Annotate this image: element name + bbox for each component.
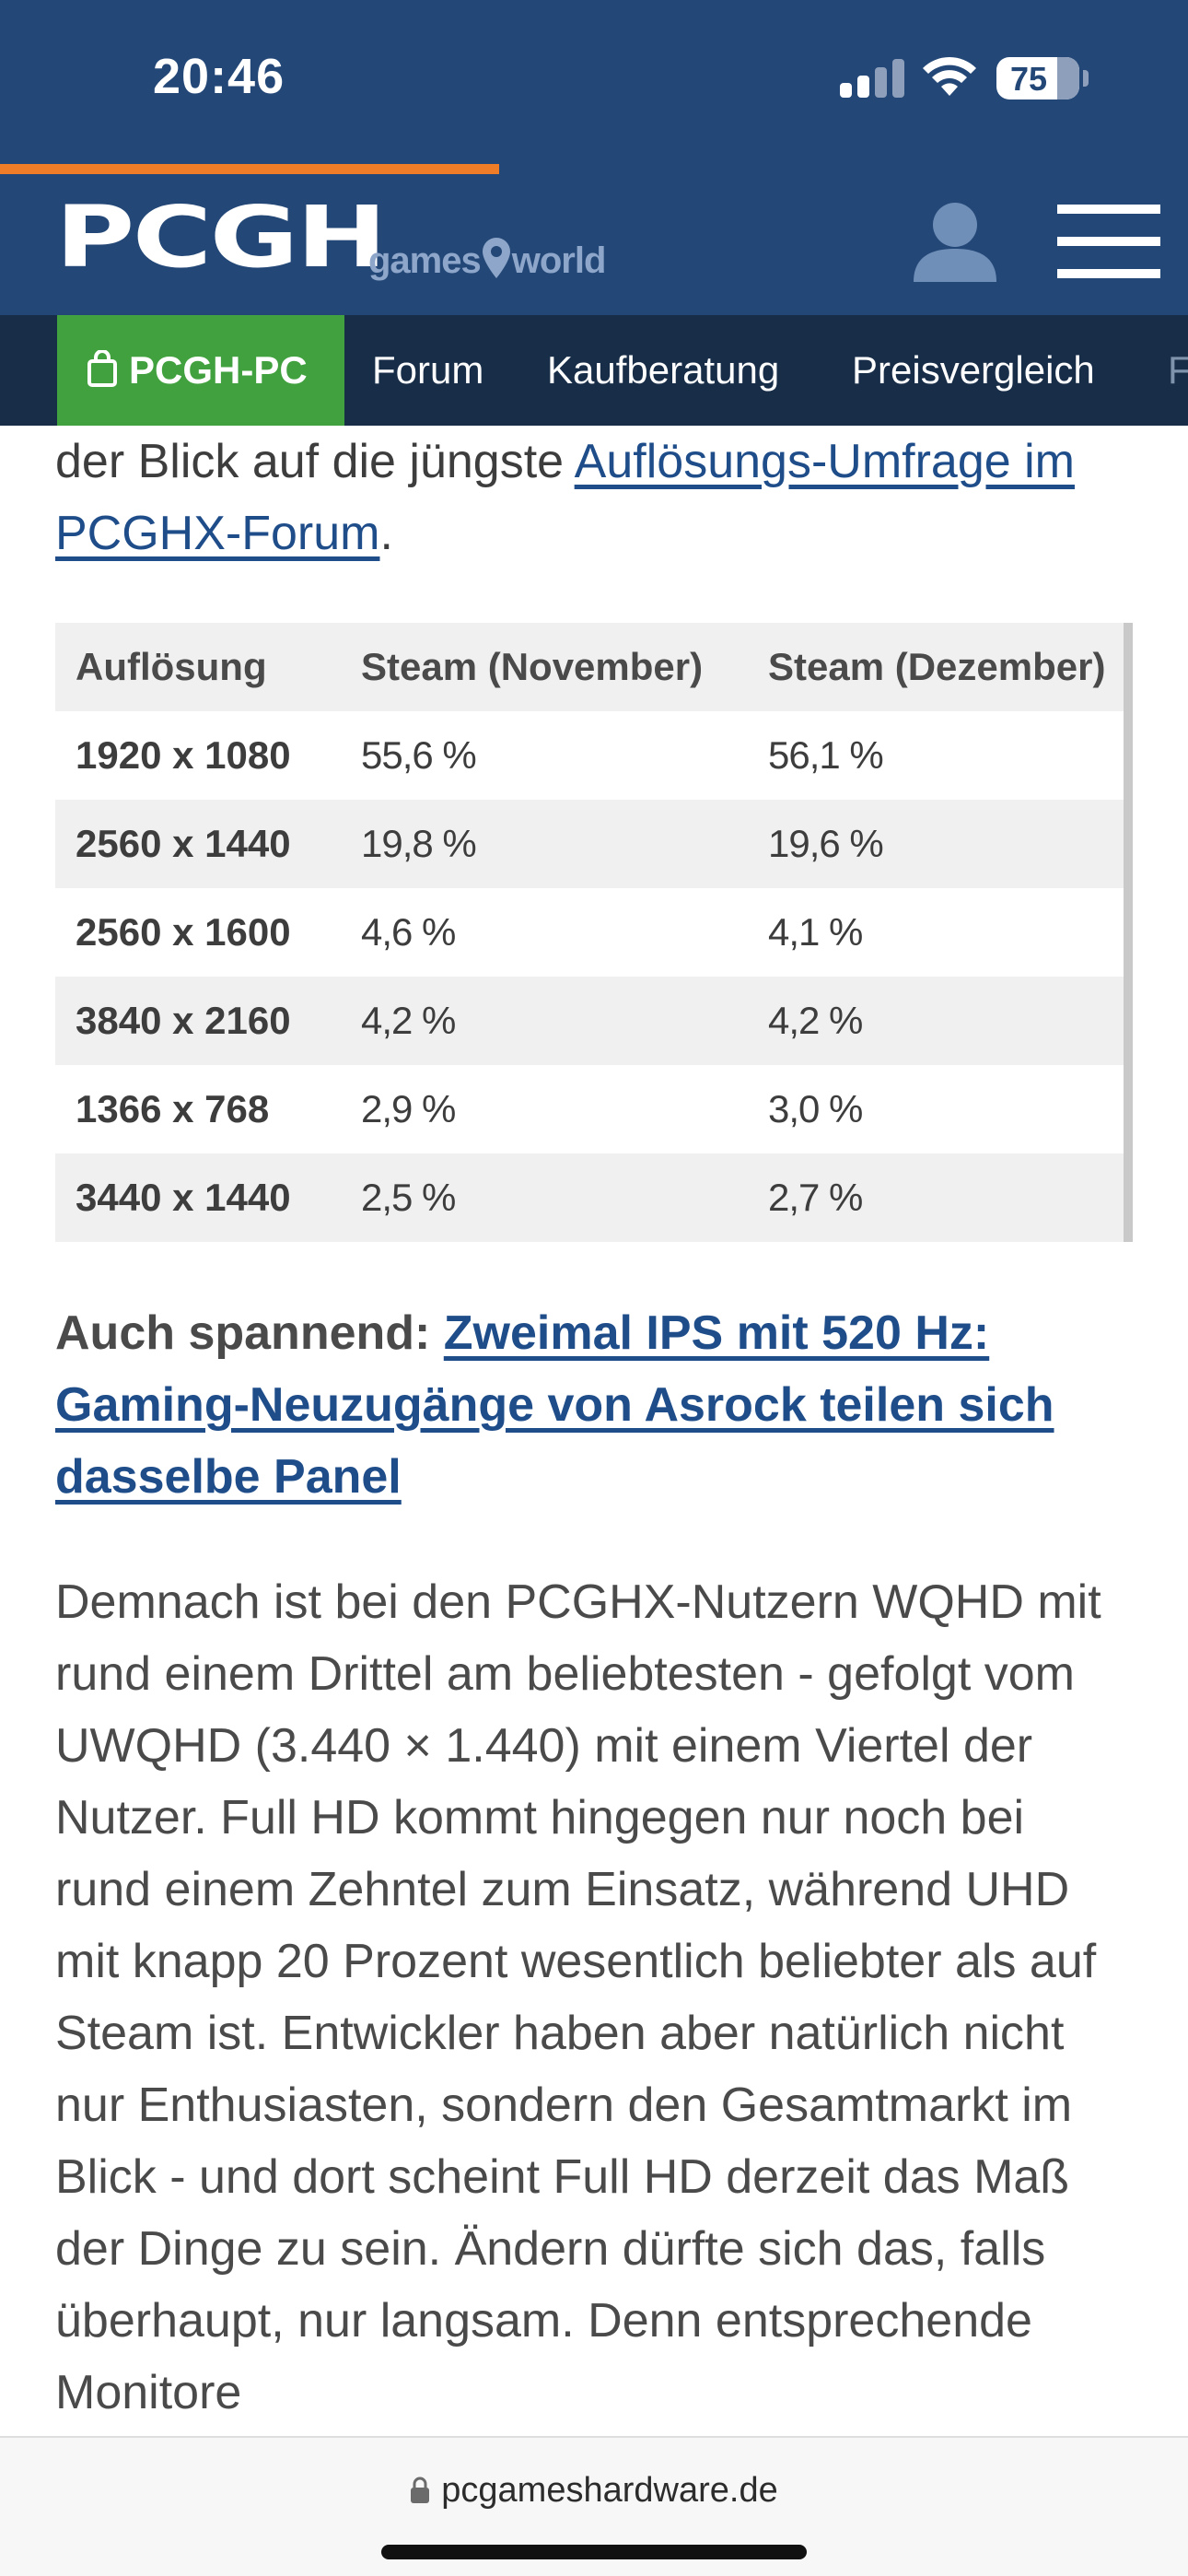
- table-cell: 56,1 %: [748, 711, 1124, 800]
- table-cell: 19,8 %: [341, 800, 748, 888]
- table-cell: 2,9 %: [341, 1065, 748, 1153]
- battery-icon: 75: [996, 57, 1079, 100]
- table-row: 3840 x 2160 4,2 % 4,2 %: [55, 977, 1124, 1065]
- table-row: 3440 x 1440 2,5 % 2,7 %: [55, 1153, 1124, 1242]
- nav-item-label: PCGH-PC: [129, 348, 308, 392]
- survey-link[interactable]: Auflösungs-Umfrage im PCGHX-Forum: [55, 435, 1075, 560]
- table-row: 2560 x 1600 4,6 % 4,1 %: [55, 888, 1124, 977]
- table-cell: 55,6 %: [341, 711, 748, 800]
- table-row: 1366 x 768 2,9 % 3,0 %: [55, 1065, 1124, 1153]
- intro-paragraph: der Blick auf die jüngste Auflösungs-Umf…: [55, 426, 1133, 569]
- table-cell: 2560 x 1440: [55, 800, 341, 888]
- cellular-signal-icon: [840, 57, 904, 98]
- url-text: pcgameshardware.de: [441, 2471, 778, 2510]
- sublogo-games: games: [368, 240, 482, 281]
- nav-item-pcgh-pc[interactable]: PCGH-PC: [57, 315, 344, 426]
- column-header: Steam (November): [341, 623, 748, 711]
- home-indicator[interactable]: [381, 2545, 807, 2559]
- table-cell: 2560 x 1600: [55, 888, 341, 977]
- shopping-bag-icon: [87, 350, 117, 387]
- table-cell: 4,1 %: [748, 888, 1124, 977]
- table-cell: 4,2 %: [748, 977, 1124, 1065]
- table-cell: 1366 x 768: [55, 1065, 341, 1153]
- location-pin-icon: [482, 238, 510, 278]
- sublogo-world: world: [511, 240, 607, 281]
- related-article-link[interactable]: Zweimal IPS mit 520 Hz: Gaming-Neuzugäng…: [55, 1306, 1054, 1504]
- lock-icon: [411, 2476, 430, 2503]
- nav-item-truncated[interactable]: F: [1168, 348, 1188, 392]
- column-header: Steam (Dezember): [748, 623, 1124, 711]
- status-time: 20:46: [153, 49, 285, 104]
- table-cell: 2,5 %: [341, 1153, 748, 1242]
- pcgh-logo[interactable]: PCGH: [55, 188, 387, 287]
- teaser-label: Auch spannend:: [55, 1306, 431, 1360]
- table-cell: 1920 x 1080: [55, 711, 341, 800]
- table-header-row: Auflösung Steam (November) Steam (Dezemb…: [55, 623, 1124, 711]
- table-cell: 3440 x 1440: [55, 1153, 341, 1242]
- nav-item-kaufberatung[interactable]: Kaufberatung: [547, 348, 780, 392]
- accent-line: [0, 164, 499, 174]
- nav-item-preisvergleich[interactable]: Preisvergleich: [852, 348, 1095, 392]
- intro-end: .: [379, 507, 393, 560]
- table-cell: 4,2 %: [341, 977, 748, 1065]
- table-row: 1920 x 1080 55,6 % 56,1 %: [55, 711, 1124, 800]
- browser-address-bar[interactable]: pcgameshardware.de: [0, 2436, 1188, 2576]
- article-body-paragraph: Demnach ist bei den PCGHX-Nutzern WQHD m…: [55, 1575, 1101, 2419]
- url-display[interactable]: pcgameshardware.de: [0, 2471, 1188, 2511]
- article-intro: der Blick auf die jüngste Auflösungs-Umf…: [55, 426, 1133, 569]
- table-cell: 3840 x 2160: [55, 977, 341, 1065]
- table-cell: 4,6 %: [341, 888, 748, 977]
- main-navigation: PCGH-PC Forum Kaufberatung Preisvergleic…: [0, 315, 1188, 426]
- nav-item-forum[interactable]: Forum: [372, 348, 484, 392]
- related-article-teaser: Auch spannend: Zweimal IPS mit 520 Hz: G…: [55, 1297, 1133, 1513]
- table-cell: 19,6 %: [748, 800, 1124, 888]
- table-cell: 3,0 %: [748, 1065, 1124, 1153]
- table-row: 2560 x 1440 19,8 % 19,6 %: [55, 800, 1124, 888]
- user-account-icon[interactable]: [910, 199, 1000, 282]
- gamesworld-logo[interactable]: games world: [368, 238, 607, 282]
- wifi-icon: [923, 56, 976, 96]
- column-header: Auflösung: [55, 623, 341, 711]
- site-header: 20:46 75 PCGH games world: [0, 0, 1188, 315]
- hamburger-menu-icon[interactable]: [1057, 205, 1160, 278]
- table-cell: 2,7 %: [748, 1153, 1124, 1242]
- intro-text: der Blick auf die jüngste: [55, 435, 575, 488]
- resolution-table[interactable]: Auflösung Steam (November) Steam (Dezemb…: [55, 623, 1133, 1242]
- battery-level: 75: [1009, 60, 1048, 98]
